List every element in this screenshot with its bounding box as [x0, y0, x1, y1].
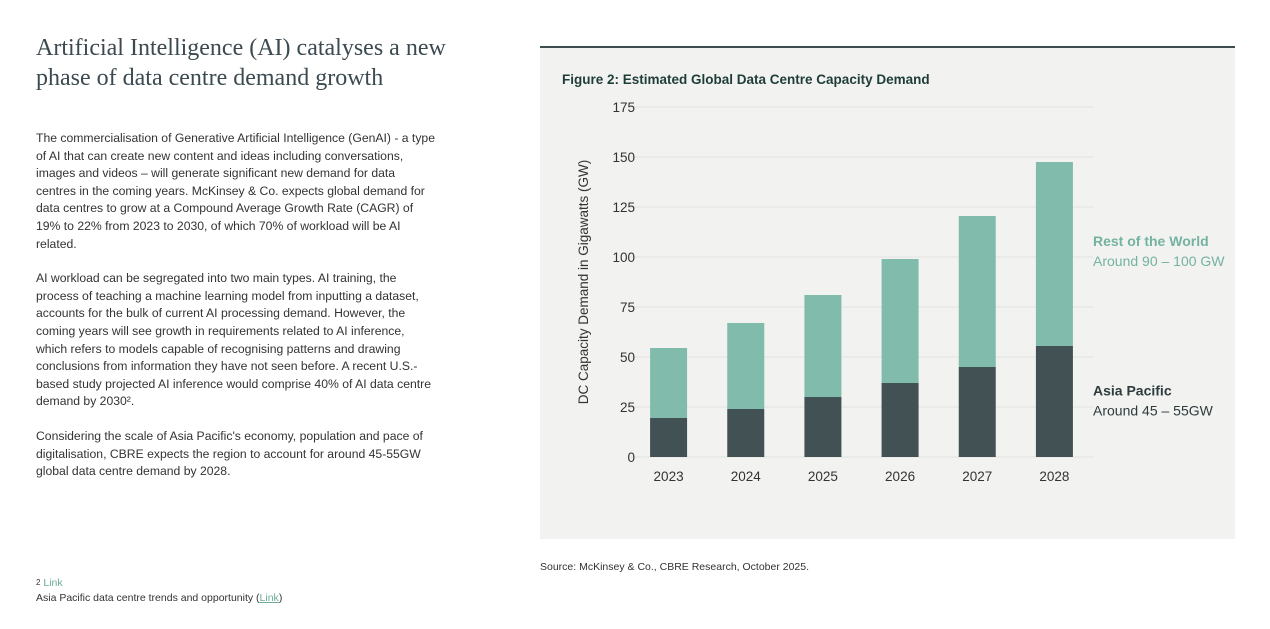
bar-asia-pacific: [958, 367, 996, 457]
footnote-number: 2: [36, 578, 41, 587]
x-tick-label: 2028: [1039, 469, 1069, 484]
footnote: 2 Link Asia Pacific data centre trends a…: [36, 576, 282, 606]
bar-asia-pacific: [727, 409, 765, 457]
source-note: Source: McKinsey & Co., CBRE Research, O…: [540, 561, 810, 573]
stacked-bar-chart: 0 25 50 75 100 125 150 175 DC Capacity Demand in…: [576, 100, 1225, 484]
paragraph-genai: The commercialisation of Generative Arti…: [36, 131, 435, 251]
page-title: Artificial Intelligence (AI) catalyses a…: [36, 35, 446, 91]
annotation-asia-pacific-title: Asia Pacific: [1093, 383, 1172, 399]
bar-asia-pacific: [804, 397, 842, 457]
y-tick-label: 150: [612, 150, 635, 165]
y-tick-label: 125: [612, 200, 635, 215]
chart-title: Figure 2: Estimated Global Data Centre C…: [562, 72, 930, 87]
y-tick-label: 50: [620, 350, 635, 365]
footnote-ref-line: 2 Link: [36, 576, 282, 591]
bar-rest-of-the-world: [804, 295, 842, 397]
x-tick-label: 2024: [731, 469, 762, 484]
annotation-rest-of-world-value: Around 90 – 100 GW: [1093, 253, 1225, 269]
bar-asia-pacific: [650, 418, 688, 457]
y-axis-label: DC Capacity Demand in Gigawatts (GW): [576, 160, 591, 405]
footnote-citation: Asia Pacific data centre trends and oppo…: [36, 591, 282, 606]
footnote-text: Asia Pacific data centre trends and oppo…: [36, 592, 260, 604]
chart-panel: Figure 2: Estimated Global Data Centre C…: [540, 46, 1235, 539]
paragraph-ai-workload: AI workload can be segregated into two m…: [36, 271, 431, 409]
annotation-asia-pacific-value: Around 45 – 55GW: [1093, 403, 1214, 419]
bar-asia-pacific: [1035, 346, 1073, 457]
bar-rest-of-the-world: [958, 216, 996, 367]
x-tick-label: 2025: [808, 469, 838, 484]
footnote-text-end: ): [278, 592, 283, 604]
x-tick-label: 2023: [654, 469, 684, 484]
x-tick-label: 2027: [962, 469, 992, 484]
bar-rest-of-the-world: [1035, 162, 1073, 346]
footnote-citation-link[interactable]: Link: [259, 592, 279, 604]
bar-rest-of-the-world: [881, 259, 919, 383]
y-tick-label: 0: [627, 450, 635, 465]
y-tick-label: 75: [620, 300, 635, 315]
paragraph-asia-pacific: Considering the scale of Asia Pacific's …: [36, 428, 423, 479]
y-tick-label: 175: [612, 100, 635, 115]
x-tick-label: 2026: [885, 469, 915, 484]
bar-asia-pacific: [881, 383, 919, 457]
body-text: The commercialisation of Generative Arti…: [36, 130, 436, 498]
bar-rest-of-the-world: [650, 348, 688, 418]
footnote-link[interactable]: Link: [43, 577, 63, 589]
bar-rest-of-the-world: [727, 323, 765, 409]
annotation-rest-of-world-title: Rest of the World: [1093, 233, 1209, 249]
y-tick-label: 25: [620, 400, 635, 415]
y-tick-label: 100: [612, 250, 635, 265]
